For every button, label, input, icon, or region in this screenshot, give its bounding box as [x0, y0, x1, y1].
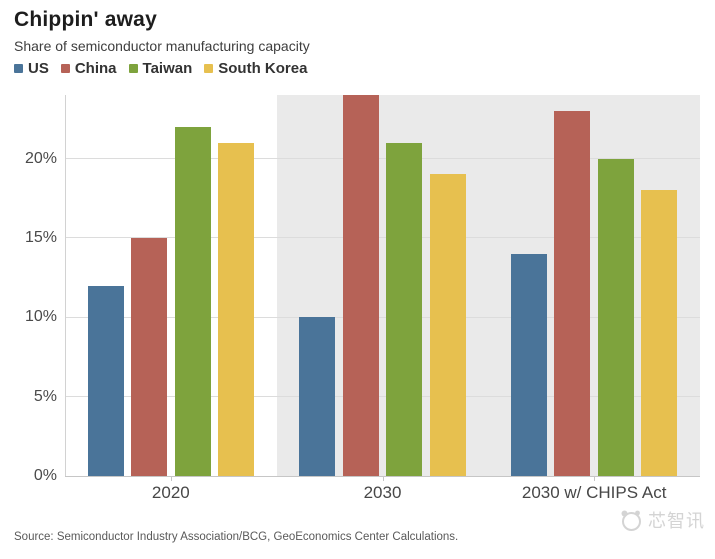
- x-axis-label: 2020: [151, 483, 190, 502]
- watermark-logo-icon: [621, 510, 641, 531]
- gridline: [65, 396, 700, 398]
- watermark: 芯智讯: [619, 507, 705, 533]
- bar-taiwan-2030: [386, 142, 423, 476]
- legend-label: US: [28, 60, 49, 77]
- highlight-panel: [276, 95, 700, 476]
- x-tick: [170, 476, 172, 481]
- legend-item-china: China: [60, 60, 117, 77]
- legend-label: China: [74, 60, 117, 77]
- legend-swatch-icon: [128, 64, 138, 73]
- legend-swatch-icon: [60, 64, 70, 73]
- chart-subtitle: Share of semiconductor manufacturing cap…: [14, 38, 310, 54]
- legend: US China Taiwan South Korea: [14, 60, 307, 77]
- y-axis-line: [65, 95, 66, 476]
- bar-us-2030: [299, 317, 336, 476]
- y-axis-label: 20%: [24, 149, 57, 167]
- source-note: Source: Semiconductor Industry Associati…: [14, 531, 459, 543]
- x-tick: [382, 476, 384, 481]
- x-tick: [594, 476, 596, 481]
- legend-item-south-korea: South Korea: [204, 60, 307, 77]
- bar-china-2030-w-chips-act: [554, 110, 591, 476]
- y-axis-label: 15%: [24, 228, 57, 246]
- bar-china-2030: [342, 95, 379, 476]
- bar-china-2020: [131, 237, 168, 476]
- bar-taiwan-2020: [174, 126, 211, 476]
- y-axis-label: 0%: [33, 467, 57, 484]
- bar-us-2030-w-chips-act: [510, 253, 547, 476]
- bar-south-korea-2030-w-chips-act: [641, 190, 678, 476]
- bar-taiwan-2030-w-chips-act: [597, 158, 634, 476]
- chart-title: Chippin' away: [14, 8, 157, 31]
- gridline: [65, 158, 700, 159]
- y-axis-label: 5%: [33, 387, 57, 405]
- legend-label: South Korea: [218, 60, 308, 77]
- bar-south-korea-2030: [429, 174, 466, 476]
- y-axis-label: 10%: [24, 308, 57, 326]
- x-axis-label: 2030: [363, 483, 402, 502]
- legend-swatch-icon: [204, 64, 214, 73]
- bar-south-korea-2020: [218, 142, 255, 476]
- bar-us-2020: [87, 285, 124, 476]
- gridline: [65, 316, 700, 318]
- legend-item-us: US: [14, 60, 49, 77]
- watermark-text: 芯智讯: [648, 511, 705, 531]
- gridline: [65, 237, 700, 239]
- legend-item-taiwan: Taiwan: [128, 60, 193, 77]
- legend-swatch-icon: [14, 64, 23, 73]
- legend-label: Taiwan: [142, 60, 193, 77]
- x-axis-label: 2030 w/ CHIPS Act: [521, 483, 667, 502]
